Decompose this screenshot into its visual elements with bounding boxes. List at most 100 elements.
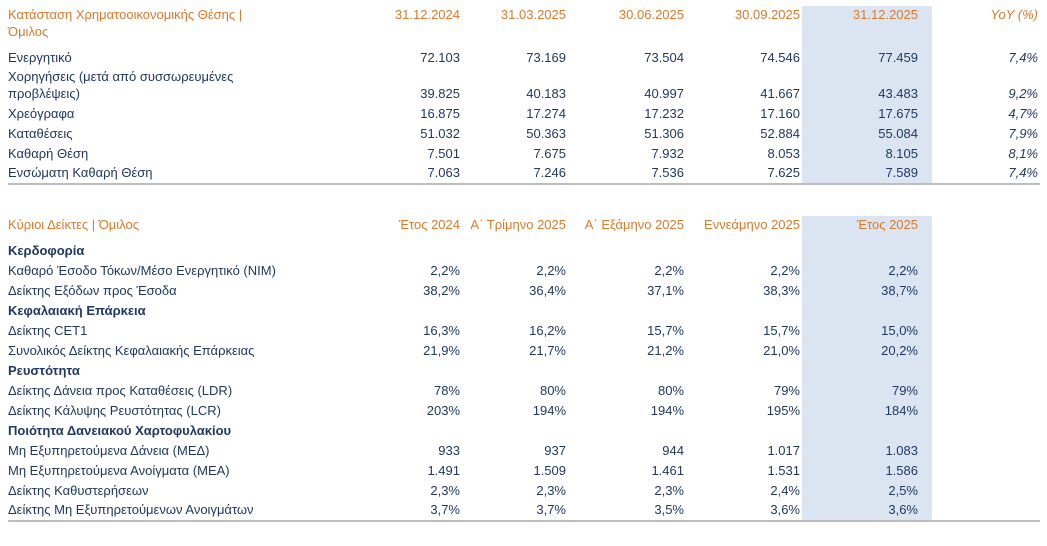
spacer-cell (932, 401, 1040, 421)
data-row: Χορηγήσεις (μετά από συσσωρευμένες προβλ… (8, 68, 1040, 104)
empty-cell (568, 241, 686, 261)
value-cell: 38,7% (802, 281, 932, 301)
value-cell: 194% (650, 403, 684, 418)
value-cell: 16,3% (423, 323, 460, 338)
data-row: Δείκτης Δάνεια προς Καταθέσεις (LDR) 78% 8… (8, 381, 1040, 401)
row-label-text: Καθαρή Θέση (8, 146, 89, 161)
value-cell: 7.589 (802, 164, 932, 184)
value-cell: 41.667 (760, 86, 800, 101)
empty-cell (462, 361, 568, 381)
value-cell: 184% (802, 401, 932, 421)
value-cell: 39.825 (420, 86, 460, 101)
row-label-text: Χορηγήσεις (μετά από συσσωρευμένες προβλ… (8, 69, 234, 101)
column-header: 31.12.2024 (394, 7, 460, 22)
empty-cell (802, 241, 932, 261)
value-cell: 2,5% (802, 481, 932, 501)
data-row: Καθαρή Θέση 7.501 7.675 7.932 8.053 8.105 8,1% (8, 144, 1040, 164)
data-row: Μη Εξυπηρετούμενα Δάνεια (ΜΕΔ) 933 937 944 1… (8, 441, 1040, 461)
value-cell: 15,0% (802, 321, 932, 341)
value-cell: 80% (539, 383, 566, 398)
value-cell: 194% (532, 403, 566, 418)
value-cell: 40.183 (526, 86, 566, 101)
value-cell: 2,4% (770, 483, 800, 498)
row-label: Δείκτης Μη Εξυπηρετούμενων Ανοιγμάτων (8, 502, 254, 517)
spacer-cell (932, 441, 1040, 461)
value-cell: 2,2% (770, 263, 800, 278)
spacer-cell (932, 301, 1040, 321)
spacer-cell (932, 321, 1040, 341)
section-header: Ποιότητα Δανειακού Χαρτοφυλακίου (8, 423, 232, 438)
row-label: Καθαρό Έσοδο Τόκων/Μέσο Ενεργητικό (NIM) (8, 263, 276, 278)
spacer-cell (932, 381, 1040, 401)
data-row: Συνολικός Δείκτης Κεφαλαιακής Επάρκειας 2… (8, 341, 1040, 361)
data-row: Δείκτης Μη Εξυπηρετούμενων Ανοιγμάτων 3,7… (8, 501, 1040, 521)
value-cell: 1.461 (651, 463, 684, 478)
spacer-cell (932, 341, 1040, 361)
data-row: Δείκτης Εξόδων προς Έσοδα 38,2% 36,4% 37,1%… (8, 281, 1040, 301)
value-cell: 1.531 (767, 463, 800, 478)
value-cell: 51.032 (420, 126, 460, 141)
row-label: Χορηγήσεις (μετά από συσσωρευμένες προβλ… (8, 68, 348, 104)
row-label: Δείκτης Κάλυψης Ρευστότητας (LCR) (8, 403, 221, 418)
yoy-value: 7,4% (1008, 50, 1038, 65)
yoy-value: 7,9% (1008, 126, 1038, 141)
row-label-text: Ενσώματη Καθαρή Θέση (8, 165, 153, 180)
header-row: Κύριοι Δείκτες | Όμιλος Έτος 2024 Α΄ Τρίμη… (8, 216, 1040, 241)
value-cell: 16,2% (529, 323, 566, 338)
column-header: 30.09.2025 (734, 7, 800, 22)
value-cell: 72.103 (420, 50, 460, 65)
section-row: Ρευστότητα (8, 361, 1040, 381)
spacer-cell (932, 461, 1040, 481)
value-cell: 38,3% (763, 283, 800, 298)
empty-cell (348, 421, 462, 441)
value-cell: 7.536 (651, 165, 684, 180)
value-cell: 16.875 (420, 106, 460, 121)
value-cell: 2,2% (536, 263, 566, 278)
data-row: Καταθέσεις 51.032 50.363 51.306 52.884 55.084… (8, 124, 1040, 144)
spacer-cell (932, 421, 1040, 441)
spacer-cell (932, 261, 1040, 281)
empty-cell (802, 421, 932, 441)
data-row: Δείκτης Καθυστερήσεων 2,3% 2,3% 2,3% 2,4% 2,5… (8, 481, 1040, 501)
value-cell: 8.053 (767, 146, 800, 161)
spacer-cell (932, 361, 1040, 381)
empty-cell (802, 301, 932, 321)
value-cell: 21,9% (423, 343, 460, 358)
value-cell: 50.363 (526, 126, 566, 141)
column-header: 30.06.2025 (618, 7, 684, 22)
data-row: Χρεόγραφα 16.875 17.274 17.232 17.160 17.675 4… (8, 104, 1040, 124)
spacer-cell (932, 281, 1040, 301)
value-cell: 17.232 (644, 106, 684, 121)
column-header: YoY (%) (990, 7, 1038, 22)
data-row: Ενεργητικό 72.103 73.169 73.504 74.546 77.459… (8, 48, 1040, 68)
value-cell: 20,2% (802, 341, 932, 361)
value-cell: 17.675 (802, 104, 932, 124)
empty-cell (348, 301, 462, 321)
value-cell: 51.306 (644, 126, 684, 141)
row-label: Δείκτης Εξόδων προς Έσοδα (8, 283, 177, 298)
column-header: Έτος 2024 (398, 217, 460, 232)
empty-cell (462, 241, 568, 261)
column-header: Έτος 2025 (802, 216, 932, 241)
value-cell: 15,7% (647, 323, 684, 338)
data-row: Δείκτης CET1 16,3% 16,2% 15,7% 15,7% 15,0% (8, 321, 1040, 341)
row-label: Δείκτης Δάνεια προς Καταθέσεις (LDR) (8, 383, 233, 398)
row-label: Χρεόγραφα (8, 104, 348, 124)
row-label: Ενεργητικό (8, 48, 348, 68)
empty-cell (686, 241, 802, 261)
spacer-cell (932, 501, 1040, 521)
row-label: Δείκτης CET1 (8, 323, 88, 338)
data-row: Μη Εξυπηρετούμενα Ανοίγματα (ΜΕΑ) 1.491 1.… (8, 461, 1040, 481)
row-label: Μη Εξυπηρετούμενα Ανοίγματα (ΜΕΑ) (8, 463, 230, 478)
value-cell: 7.246 (533, 165, 566, 180)
value-cell: 1.083 (802, 441, 932, 461)
value-cell: 944 (662, 443, 684, 458)
section-header: Κερδοφορία (8, 243, 85, 258)
value-cell: 2,2% (430, 263, 460, 278)
empty-cell (568, 301, 686, 321)
value-cell: 15,7% (763, 323, 800, 338)
empty-cell (686, 361, 802, 381)
empty-cell (686, 301, 802, 321)
column-header: Εννεάμηνο 2025 (704, 217, 800, 232)
value-cell: 17.274 (526, 106, 566, 121)
